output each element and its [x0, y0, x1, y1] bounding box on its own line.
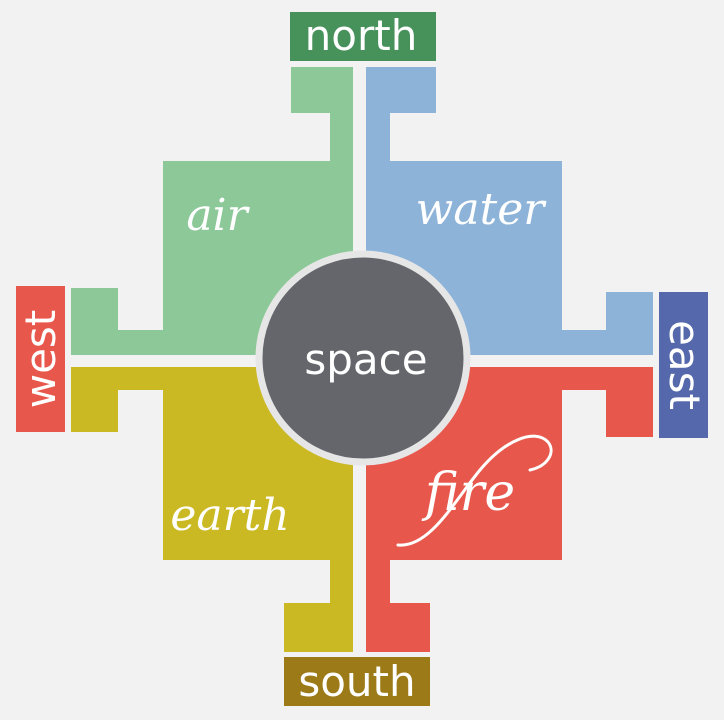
east-label: east [660, 320, 709, 410]
fire-swash [396, 434, 553, 547]
west-tab [16, 286, 65, 432]
air-label: air [186, 190, 250, 241]
east-tab [659, 292, 708, 438]
water-label: water [416, 184, 548, 235]
earth-label: earth [170, 490, 289, 541]
fire-label: fire [421, 463, 515, 523]
north-tab [290, 12, 436, 61]
north-label: north [305, 11, 418, 60]
south-tab [284, 657, 430, 706]
air-quadrant [71, 67, 353, 355]
south-label: south [298, 657, 415, 706]
west-label: west [16, 310, 65, 409]
space-label: space [304, 335, 427, 384]
space-circle [255, 250, 471, 466]
fire-quadrant [366, 367, 653, 652]
earth-quadrant [71, 367, 353, 652]
